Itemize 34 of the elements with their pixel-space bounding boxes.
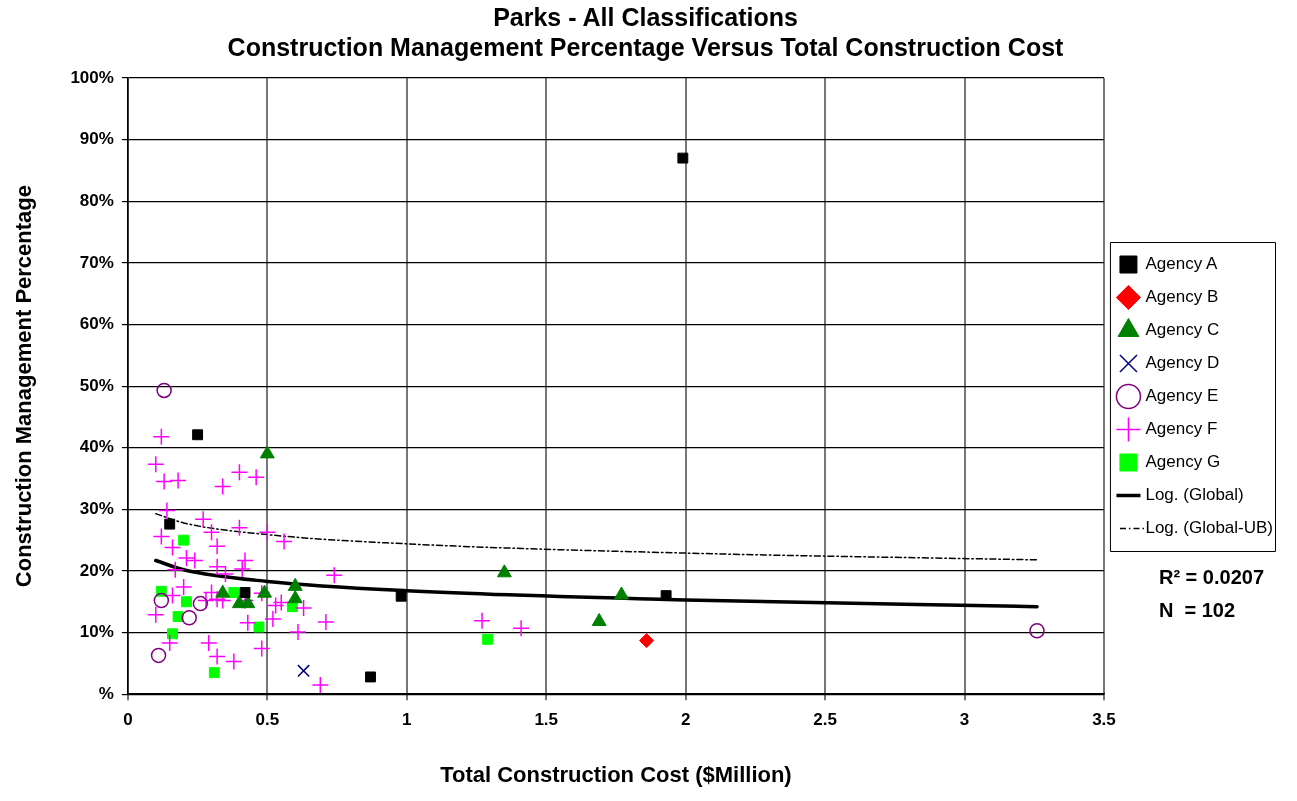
legend-label: Agency E — [1145, 386, 1219, 406]
text: Parks - All Classifications — [493, 2, 798, 31]
x-tick-label: 1.5 — [534, 710, 559, 730]
text: Construction Management Percentage Versus Total Construction Cost — [227, 32, 1064, 61]
legend-label: Agency F — [1145, 419, 1218, 439]
y-axis-title: Construction Management Percentage — [11, 185, 37, 588]
x-tick-label: 2.5 — [813, 710, 837, 730]
x-tick-label: 0.5 — [255, 710, 280, 730]
x-tick-label: 3.5 — [1092, 710, 1116, 730]
legend-label: Log. (Global-UB) — [1145, 518, 1274, 538]
y-tick-label: 10% — [79, 622, 114, 642]
y-tick-label: 80% — [79, 190, 114, 210]
y-tick-label: 20% — [79, 560, 114, 580]
legend-label: Agency G — [1145, 452, 1221, 472]
y-tick-label: 50% — [79, 375, 114, 395]
x-axis-title: Total Construction Cost ($Million) — [440, 761, 792, 787]
legend-label: Agency D — [1145, 353, 1220, 373]
x-tick-label: 1 — [402, 710, 412, 730]
x-tick-label: 2 — [680, 710, 691, 730]
x-tick-label: 3 — [959, 710, 970, 730]
y-tick-label: 40% — [79, 437, 114, 457]
y-tick-label: 60% — [79, 314, 114, 334]
text: N = 102 — [1158, 598, 1236, 621]
y-tick-label: 90% — [79, 129, 114, 149]
text: R² = 0.0207 — [1158, 565, 1265, 588]
x-tick-label: 0 — [123, 710, 133, 730]
y-tick-label: 70% — [79, 252, 114, 272]
y-tick-label: 100% — [70, 67, 114, 87]
y-tick-label: % — [98, 683, 114, 703]
legend-label: Agency A — [1145, 254, 1218, 274]
legend-label: Log. (Global) — [1145, 485, 1244, 505]
y-tick-label: 30% — [79, 499, 114, 519]
legend-label: Agency C — [1145, 320, 1220, 340]
legend-label: Agency B — [1145, 287, 1219, 307]
